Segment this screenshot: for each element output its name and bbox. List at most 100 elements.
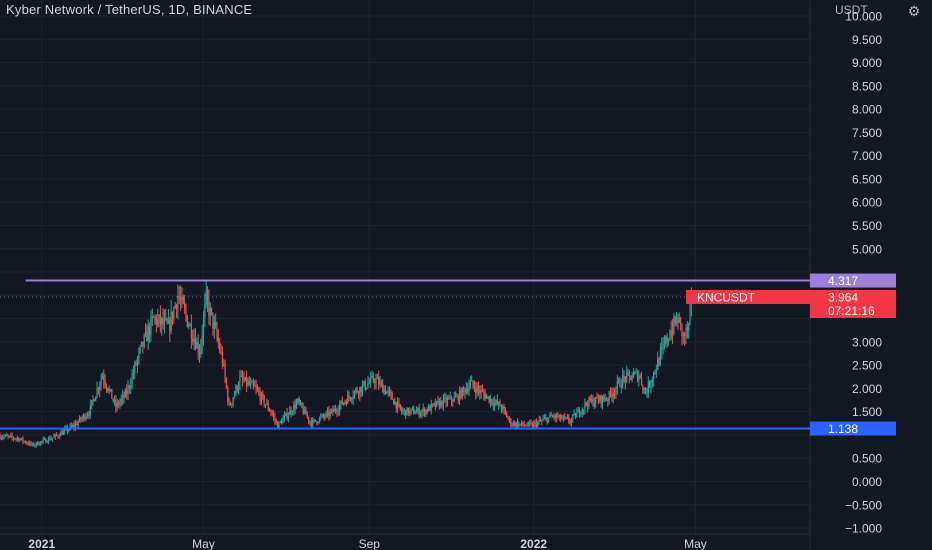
candle-body <box>529 422 531 424</box>
candle-body <box>185 308 187 316</box>
candle-body <box>446 398 449 403</box>
candle-body <box>387 390 389 392</box>
candle-body <box>282 418 284 424</box>
candle-body <box>326 411 329 413</box>
x-tick-label: 2021 <box>28 537 55 550</box>
candle-body <box>68 429 70 431</box>
candle-body <box>460 390 462 399</box>
candle-body <box>487 396 489 398</box>
candle-body <box>45 438 47 443</box>
candle-body <box>417 408 419 412</box>
candle-body <box>623 374 625 377</box>
candle-body <box>124 390 126 398</box>
candle-body <box>320 416 322 418</box>
candle-body <box>643 388 645 390</box>
candle-body <box>189 324 191 326</box>
candle-body <box>489 398 492 403</box>
candle-body <box>453 396 455 402</box>
last-price-badge <box>810 289 896 318</box>
candle-body <box>413 408 415 414</box>
candle-body <box>582 408 585 410</box>
candle-body <box>359 387 361 395</box>
candle-body <box>209 307 211 316</box>
candle-body <box>576 412 578 418</box>
candle-body <box>551 415 554 417</box>
candle-body <box>27 443 29 445</box>
candle-body <box>285 413 287 416</box>
candle-body <box>80 417 82 420</box>
candle-body <box>508 418 511 420</box>
candle-body <box>485 396 488 399</box>
candle-body <box>305 409 307 416</box>
candle-body <box>522 421 524 425</box>
candle-body <box>398 402 400 405</box>
candle-body <box>467 388 469 392</box>
candle-body <box>553 415 555 418</box>
y-tick-label: 9.500 <box>852 33 882 47</box>
candle-body <box>352 396 354 399</box>
candle-body <box>46 442 48 444</box>
candle-body <box>108 389 110 391</box>
candle-body <box>531 423 533 427</box>
candle-body <box>596 397 598 399</box>
candle-body <box>2 437 4 439</box>
candle-body <box>115 400 117 408</box>
candle-body <box>322 414 325 417</box>
candle-body <box>39 441 42 445</box>
settings-icon[interactable]: ⚙ <box>907 3 921 19</box>
candle-body <box>368 382 370 384</box>
candle-body <box>619 379 621 387</box>
countdown-timer: 07:21:16 <box>828 304 875 318</box>
candle-body <box>549 414 551 418</box>
y-tick-label: 0.500 <box>852 452 882 466</box>
candle-body <box>233 394 236 398</box>
candle-body <box>343 402 345 405</box>
candle-body <box>262 393 264 397</box>
candle-body <box>178 295 180 299</box>
candle-body <box>19 439 21 441</box>
candle-body <box>219 343 221 352</box>
candle-body <box>479 389 481 394</box>
y-tick-label: 8.000 <box>852 103 882 117</box>
candle-body <box>488 396 490 403</box>
candle-body <box>452 400 454 402</box>
candle-body <box>182 296 184 304</box>
candle-body <box>112 398 114 402</box>
candle-body <box>382 383 384 393</box>
price-level-label: 4.317 <box>828 274 858 288</box>
candle-body <box>260 393 263 401</box>
candle-body <box>186 315 188 327</box>
candle-body <box>427 405 430 412</box>
candle-body <box>561 418 563 420</box>
candle-body <box>147 326 149 342</box>
candle-body <box>430 403 432 411</box>
currency-label[interactable]: USDT <box>835 3 868 17</box>
candle-body <box>442 398 445 407</box>
candle-body <box>646 393 648 395</box>
candle-body <box>236 386 238 391</box>
candle-body <box>581 409 583 414</box>
candle-body <box>181 296 183 301</box>
candle-body <box>365 387 368 389</box>
candle-body <box>546 417 548 423</box>
candle-body <box>232 397 234 404</box>
candle-body <box>306 415 308 417</box>
candle-body <box>649 381 651 387</box>
candle-body <box>380 382 383 384</box>
candle-body <box>684 333 686 336</box>
candle-body <box>638 375 640 381</box>
candle-body <box>353 391 356 397</box>
candle-body <box>313 419 315 421</box>
candle-body <box>437 400 439 402</box>
candle-body <box>228 401 230 404</box>
candle-body <box>291 411 294 414</box>
candle-body <box>600 395 602 404</box>
candle-body <box>301 402 303 408</box>
candle-body <box>539 420 542 422</box>
candle-body <box>601 395 604 404</box>
candle-body <box>188 325 190 327</box>
candle-body <box>206 290 209 301</box>
candle-body <box>339 405 341 411</box>
candle-body <box>270 411 272 413</box>
